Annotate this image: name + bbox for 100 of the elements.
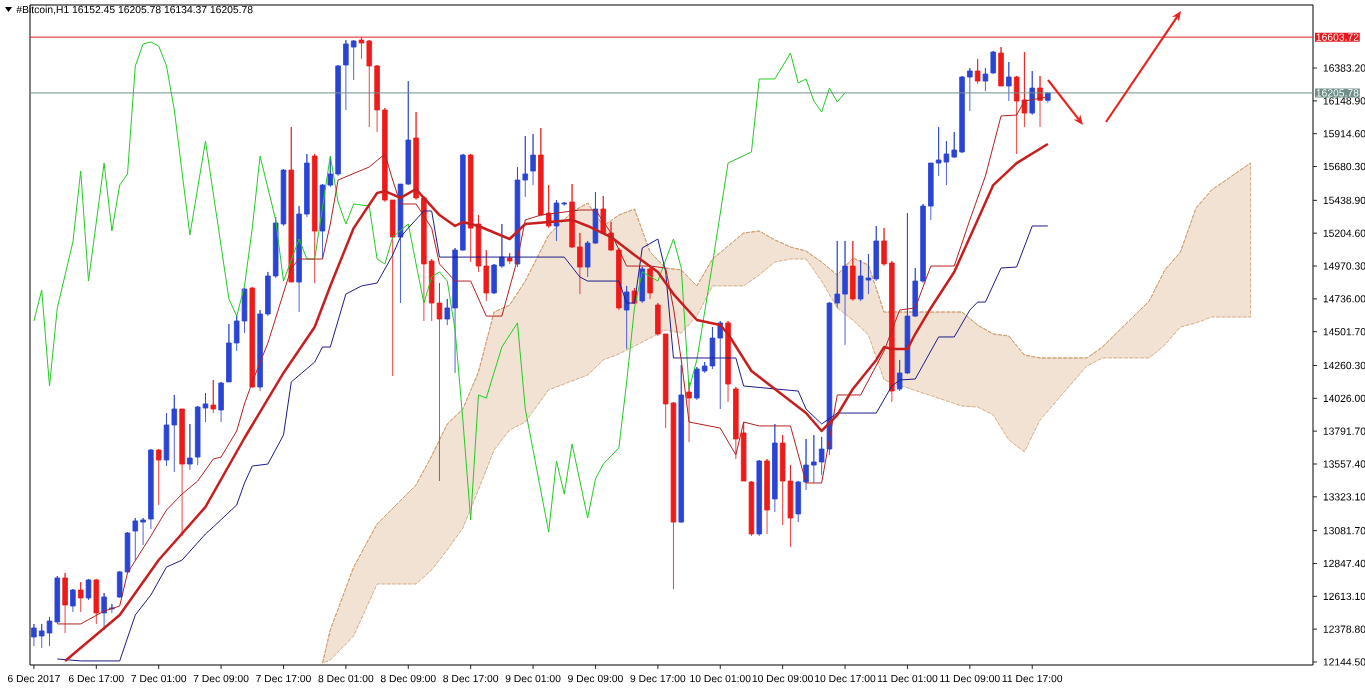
y-tick-label: 13791.70 bbox=[1323, 427, 1365, 435]
candlestick bbox=[389, 199, 396, 377]
candlestick bbox=[655, 302, 661, 337]
candlestick bbox=[850, 240, 856, 302]
candlestick bbox=[506, 252, 513, 265]
y-tick-label: 12144.50 bbox=[1323, 658, 1365, 666]
candlestick bbox=[155, 448, 162, 506]
candlestick bbox=[577, 232, 583, 295]
y-tick-label: 13557.40 bbox=[1323, 460, 1365, 468]
candlestick bbox=[990, 50, 996, 75]
y-tick-label: 14026.00 bbox=[1323, 394, 1365, 402]
y-tick-label: 14970.30 bbox=[1323, 262, 1365, 270]
candlestick bbox=[912, 267, 918, 318]
candlestick bbox=[561, 201, 568, 207]
candlestick bbox=[46, 616, 53, 647]
candlestick bbox=[311, 153, 318, 284]
candlestick bbox=[772, 423, 778, 513]
x-tick-label: 8 Dec 17:00 bbox=[443, 674, 499, 683]
candlestick bbox=[405, 80, 412, 186]
candlestick bbox=[452, 247, 458, 374]
candlestick bbox=[101, 592, 107, 631]
y-tick-label: 15438.90 bbox=[1323, 196, 1365, 205]
candlestick bbox=[54, 575, 61, 625]
candlestick bbox=[218, 381, 224, 423]
candlestick bbox=[85, 578, 92, 601]
candlestick bbox=[148, 448, 154, 530]
candlestick bbox=[678, 364, 685, 524]
candlestick bbox=[77, 581, 84, 613]
candlestick bbox=[38, 623, 45, 649]
candlestick bbox=[733, 386, 739, 460]
x-tick-label: 10 Dec 01:00 bbox=[690, 674, 751, 683]
candlestick bbox=[967, 67, 973, 112]
candlestick bbox=[491, 263, 497, 295]
candlestick bbox=[124, 531, 131, 574]
y-tick-label: 13081.70 bbox=[1323, 527, 1365, 535]
candlestick bbox=[382, 107, 388, 203]
y-tick-label: 15680.30 bbox=[1323, 162, 1365, 171]
candlestick bbox=[444, 298, 451, 326]
ref-line-label: 16205.78 bbox=[1316, 89, 1359, 97]
candlestick bbox=[811, 434, 817, 484]
candlestick bbox=[1006, 61, 1012, 102]
candlestick bbox=[873, 225, 879, 282]
ref-line-label: 16603.72 bbox=[1316, 33, 1359, 41]
x-tick-label: 8 Dec 09:00 bbox=[380, 674, 436, 683]
candlestick bbox=[460, 153, 466, 252]
x-tick-label: 11 Dec 17:00 bbox=[1002, 674, 1063, 683]
x-tick-label: 7 Dec 09:00 bbox=[193, 674, 249, 683]
chart-title: #Bitcoin,H1 16152.45 16205.78 16134.37 16205.78 bbox=[16, 5, 253, 15]
candlestick bbox=[202, 392, 209, 423]
y-tick-label: 15914.60 bbox=[1323, 130, 1365, 138]
candlestick bbox=[538, 127, 544, 216]
candlestick bbox=[756, 459, 763, 537]
candlestick bbox=[179, 408, 185, 537]
x-tick-label: 8 Dec 01:00 bbox=[318, 674, 374, 683]
candlestick bbox=[514, 166, 521, 268]
candlestick bbox=[194, 405, 201, 466]
x-tick-label: 6 Dec 17:00 bbox=[68, 674, 124, 683]
candlestick bbox=[920, 203, 926, 284]
candlestick bbox=[842, 240, 848, 346]
candlestick bbox=[974, 58, 981, 85]
candlestick bbox=[803, 438, 809, 491]
candlestick bbox=[647, 267, 653, 300]
candlestick bbox=[959, 75, 965, 154]
candlestick bbox=[366, 39, 373, 128]
y-tick-label: 12378.80 bbox=[1323, 625, 1365, 633]
candlestick bbox=[982, 67, 989, 92]
x-tick-label: 9 Dec 09:00 bbox=[568, 674, 623, 683]
candlestick bbox=[93, 578, 100, 625]
candlestick bbox=[483, 249, 490, 302]
candlestick bbox=[928, 162, 934, 221]
line-series bbox=[56, 96, 1049, 625]
x-tick-label: 10 Dec 17:00 bbox=[815, 674, 876, 683]
candlestick bbox=[226, 323, 232, 383]
candlestick bbox=[187, 423, 193, 471]
candlestick bbox=[694, 366, 700, 401]
candlestick bbox=[374, 64, 380, 133]
x-tick-label: 9 Dec 17:00 bbox=[630, 674, 686, 683]
candlestick bbox=[686, 381, 692, 443]
candlestick bbox=[335, 64, 341, 177]
candlestick bbox=[116, 570, 123, 599]
candlestick bbox=[31, 623, 37, 647]
candlestick bbox=[421, 195, 427, 322]
candlestick bbox=[62, 572, 68, 634]
candlestick bbox=[951, 131, 957, 159]
y-tick-label: 16148.90 bbox=[1323, 97, 1365, 105]
x-tick-label: 10 Dec 09:00 bbox=[752, 674, 813, 683]
candlestick bbox=[241, 287, 248, 334]
y-tick-label: 12847.40 bbox=[1323, 559, 1365, 568]
x-tick-label: 6 Dec 2017 bbox=[8, 674, 60, 683]
candlestick bbox=[616, 247, 622, 311]
candlestick bbox=[343, 39, 349, 111]
candlestick bbox=[132, 517, 139, 561]
candlestick bbox=[522, 135, 529, 198]
candlestick bbox=[288, 126, 295, 283]
x-tick-label: 9 Dec 01:00 bbox=[505, 674, 561, 683]
y-tick-label: 14501.70 bbox=[1323, 328, 1365, 336]
y-tick-label: 14736.00 bbox=[1323, 295, 1365, 303]
candlestick bbox=[233, 314, 240, 352]
y-tick-label: 14260.30 bbox=[1323, 361, 1365, 370]
candlestick bbox=[171, 394, 178, 473]
